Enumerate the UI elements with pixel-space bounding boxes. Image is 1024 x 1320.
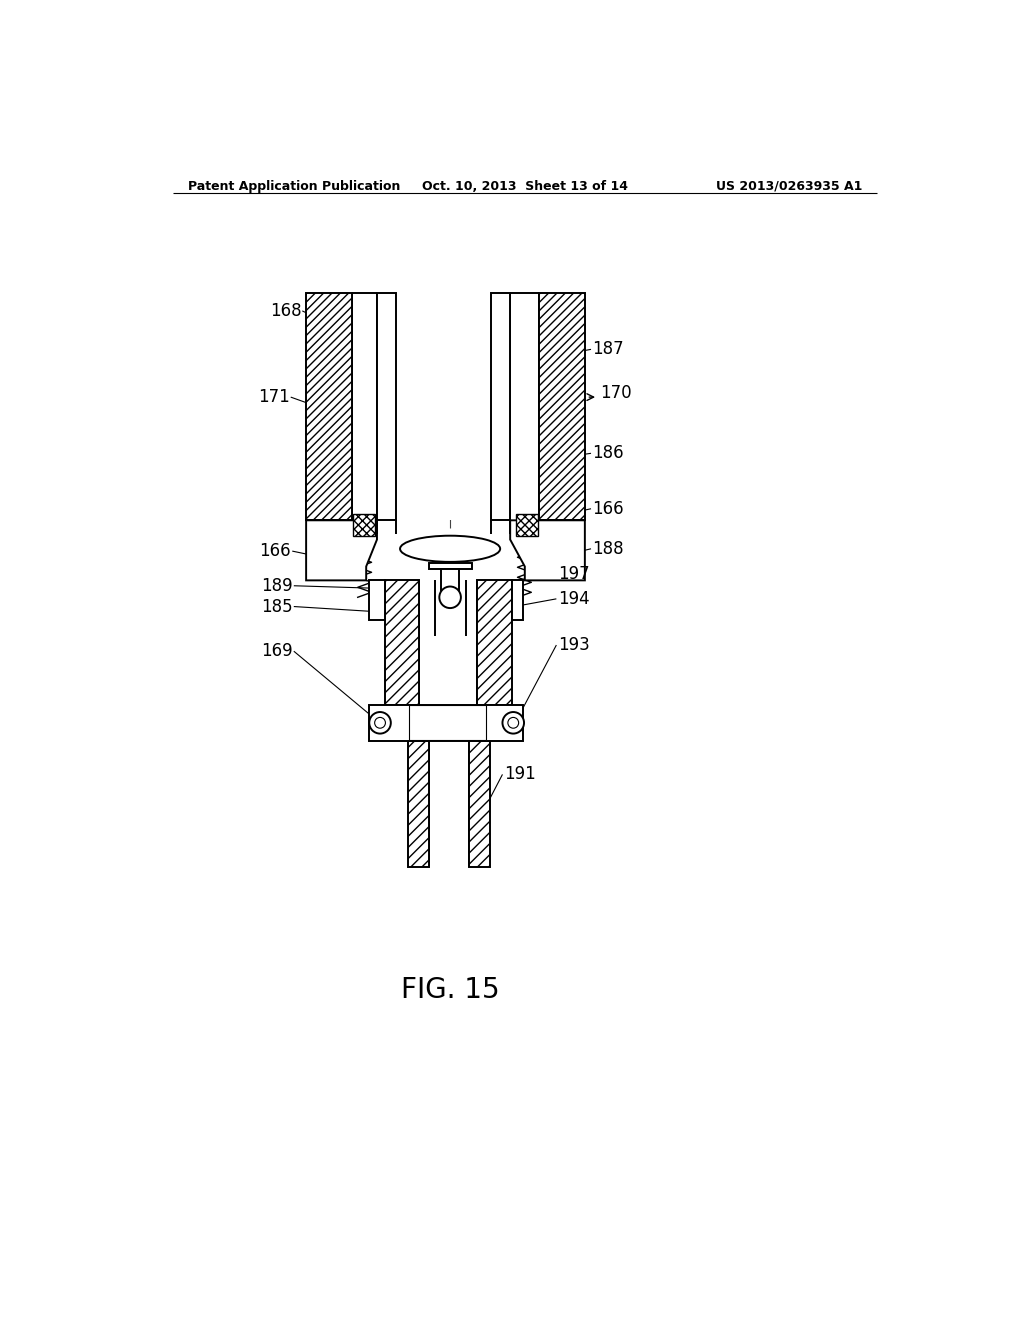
Circle shape	[503, 711, 524, 734]
Text: 166: 166	[259, 543, 291, 560]
Text: 194: 194	[558, 590, 590, 607]
Text: 170: 170	[600, 384, 632, 403]
Bar	[429, 742, 469, 867]
Polygon shape	[353, 515, 376, 536]
Polygon shape	[441, 569, 460, 590]
Ellipse shape	[400, 536, 500, 562]
Text: 191: 191	[504, 766, 536, 783]
Polygon shape	[512, 581, 523, 620]
Bar	[396, 293, 490, 520]
Circle shape	[508, 718, 518, 729]
Text: US 2013/0263935 A1: US 2013/0263935 A1	[716, 180, 862, 193]
Bar	[370, 705, 523, 742]
Polygon shape	[510, 520, 585, 581]
Polygon shape	[408, 742, 429, 867]
Circle shape	[370, 711, 391, 734]
Polygon shape	[477, 581, 512, 705]
Polygon shape	[385, 581, 419, 705]
Text: 189: 189	[261, 577, 292, 595]
Text: Oct. 10, 2013  Sheet 13 of 14: Oct. 10, 2013 Sheet 13 of 14	[422, 180, 628, 193]
Polygon shape	[469, 742, 490, 867]
Text: 186: 186	[593, 445, 625, 462]
Text: 168: 168	[270, 302, 301, 319]
Polygon shape	[539, 293, 585, 520]
Polygon shape	[370, 581, 385, 620]
Text: 171: 171	[258, 388, 290, 407]
Polygon shape	[306, 520, 377, 581]
Text: 169: 169	[261, 643, 292, 660]
Circle shape	[375, 718, 385, 729]
Bar	[410, 705, 486, 739]
Text: 188: 188	[593, 540, 625, 558]
Polygon shape	[377, 293, 396, 520]
Polygon shape	[490, 293, 510, 520]
Circle shape	[439, 586, 461, 609]
Polygon shape	[306, 293, 352, 520]
Polygon shape	[429, 562, 472, 569]
Text: 193: 193	[558, 636, 590, 653]
Text: 166: 166	[593, 500, 625, 517]
Text: Patent Application Publication: Patent Application Publication	[188, 180, 400, 193]
Text: 197: 197	[558, 565, 590, 583]
Polygon shape	[515, 515, 538, 536]
Text: 185: 185	[261, 598, 292, 615]
Text: 187: 187	[593, 341, 625, 358]
Text: FIG. 15: FIG. 15	[400, 975, 500, 1005]
